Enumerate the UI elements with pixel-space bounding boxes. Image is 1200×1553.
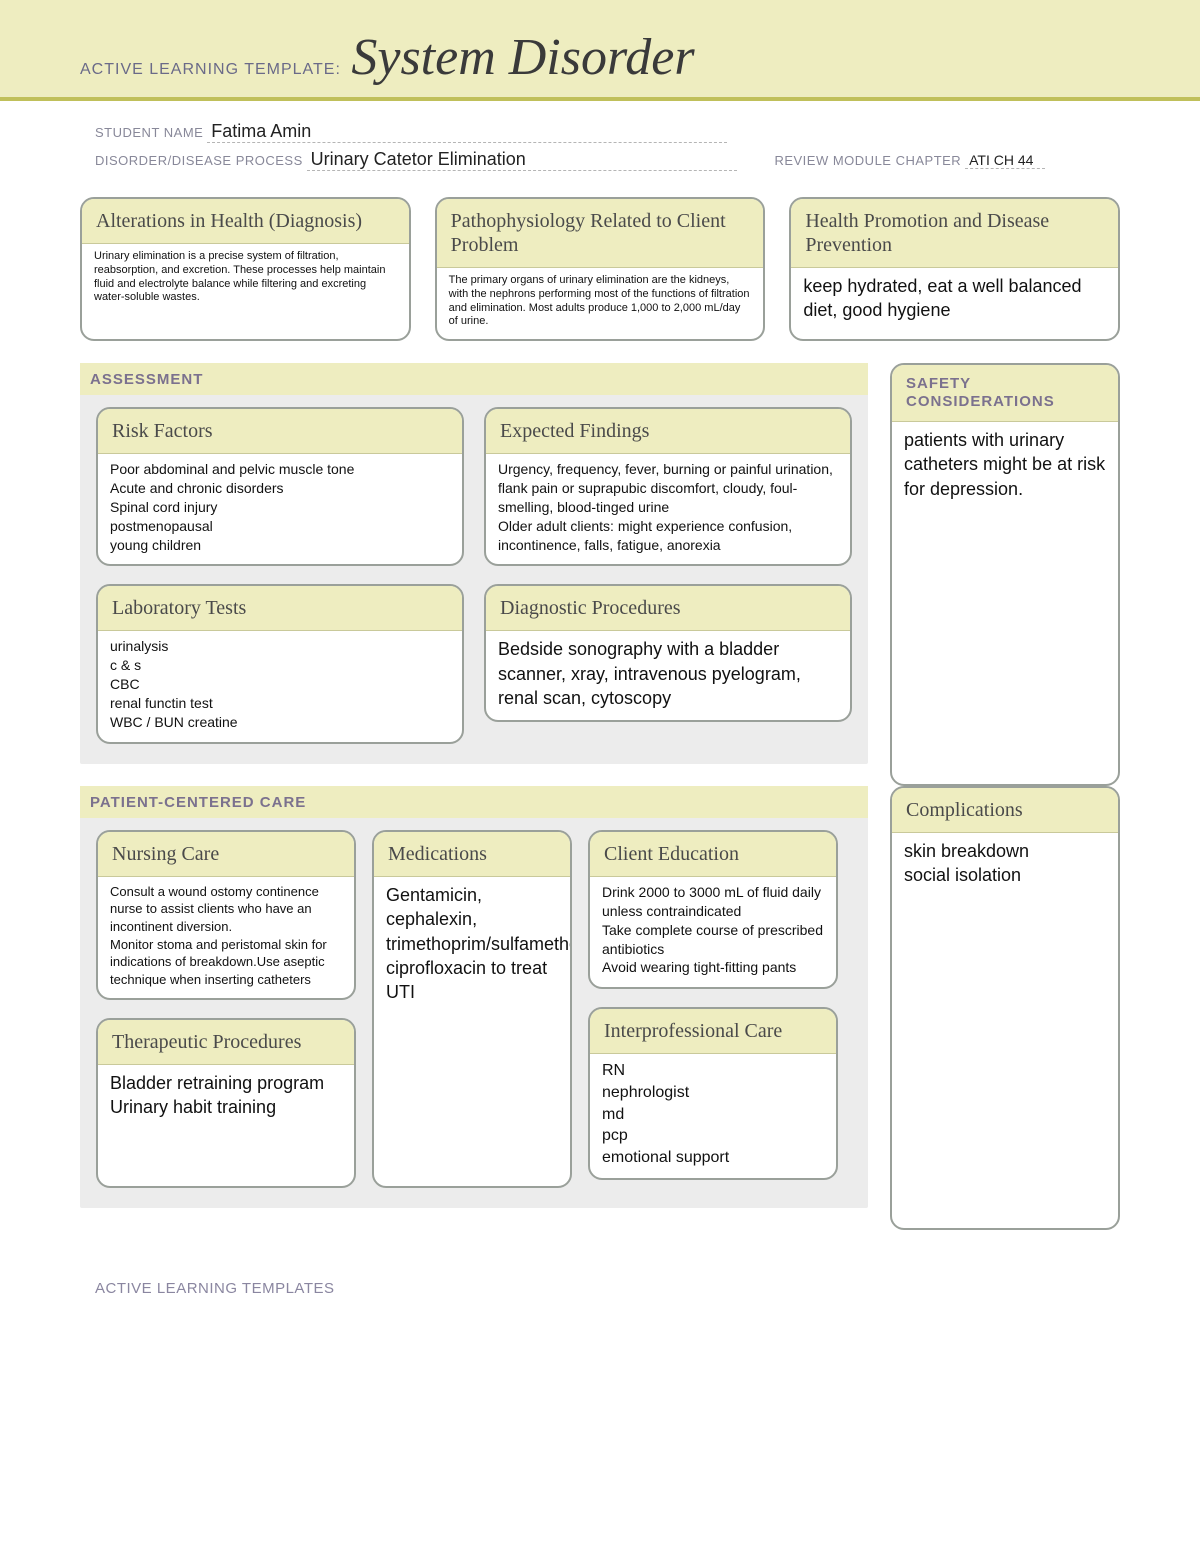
card-labs: Laboratory Tests urinalysis c & s CBC re…	[96, 584, 464, 743]
safety-label: SAFETY CONSIDERATIONS	[892, 365, 1118, 422]
meta-row-disorder: DISORDER/DISEASE PROCESS Urinary Catetor…	[95, 149, 1105, 171]
card-body-patho: The primary organs of urinary eliminatio…	[437, 268, 764, 339]
card-body-therapeutic: Bladder retraining program Urinary habit…	[98, 1065, 354, 1130]
footer-text: ACTIVE LEARNING TEMPLATES	[0, 1260, 1200, 1337]
card-body-nursing: Consult a wound ostomy continence nurse …	[98, 877, 354, 998]
student-name-value: Fatima Amin	[207, 121, 727, 143]
card-education: Client Education Drink 2000 to 3000 mL o…	[588, 830, 838, 989]
card-risk-factors: Risk Factors Poor abdominal and pelvic m…	[96, 407, 464, 566]
card-title-risk: Risk Factors	[98, 409, 462, 454]
card-title-alterations: Alterations in Health (Diagnosis)	[82, 199, 409, 244]
card-body-education: Drink 2000 to 3000 mL of fluid daily unl…	[590, 877, 836, 987]
pcc-section: PATIENT-CENTERED CARE Nursing Care Consu…	[80, 786, 868, 1208]
page: ACTIVE LEARNING TEMPLATE: System Disorde…	[0, 0, 1200, 1337]
meta-block: STUDENT NAME Fatima Amin DISORDER/DISEAS…	[0, 101, 1200, 187]
banner: ACTIVE LEARNING TEMPLATE: System Disorde…	[0, 0, 1200, 101]
assessment-label: ASSESSMENT	[90, 371, 203, 388]
body-area: Alterations in Health (Diagnosis) Urinar…	[0, 187, 1200, 1260]
card-title-labs: Laboratory Tests	[98, 586, 462, 631]
card-title-interprof: Interprofessional Care	[590, 1009, 836, 1054]
card-title-therapeutic: Therapeutic Procedures	[98, 1020, 354, 1065]
disorder-value: Urinary Catetor Elimination	[307, 149, 737, 171]
card-body-healthpromo: keep hydrated, eat a well balanced diet,…	[791, 268, 1118, 333]
review-value: ATI CH 44	[965, 152, 1045, 169]
card-body-complications: skin breakdown social isolation	[892, 833, 1118, 898]
assessment-row: ASSESSMENT Risk Factors Poor abdominal a…	[80, 363, 1120, 786]
card-title-medications: Medications	[374, 832, 570, 877]
card-safety: SAFETY CONSIDERATIONS patients with urin…	[890, 363, 1120, 786]
banner-prefix: ACTIVE LEARNING TEMPLATE:	[80, 61, 347, 79]
card-body-medications: Gentamicin, cephalexin, trimethoprim/sul…	[374, 877, 570, 1014]
card-interprof: Interprofessional Care RN nephrologist m…	[588, 1007, 838, 1180]
banner-title: System Disorder	[351, 28, 694, 87]
safety-body: patients with urinary catheters might be…	[892, 422, 1118, 511]
card-therapeutic: Therapeutic Procedures Bladder retrainin…	[96, 1018, 356, 1188]
card-body-risk: Poor abdominal and pelvic muscle tone Ac…	[98, 454, 462, 564]
card-title-education: Client Education	[590, 832, 836, 877]
card-alterations: Alterations in Health (Diagnosis) Urinar…	[80, 197, 411, 341]
meta-row-student: STUDENT NAME Fatima Amin	[95, 121, 1105, 143]
card-expected: Expected Findings Urgency, frequency, fe…	[484, 407, 852, 566]
card-healthpromo: Health Promotion and Disease Prevention …	[789, 197, 1120, 341]
card-title-nursing: Nursing Care	[98, 832, 354, 877]
assessment-section: ASSESSMENT Risk Factors Poor abdominal a…	[80, 363, 868, 764]
card-title-diag: Diagnostic Procedures	[486, 586, 850, 631]
card-body-interprof: RN nephrologist md pcp emotional support	[590, 1054, 836, 1178]
card-title-expected: Expected Findings	[486, 409, 850, 454]
card-body-expected: Urgency, frequency, fever, burning or pa…	[486, 454, 850, 564]
disorder-label: DISORDER/DISEASE PROCESS	[95, 153, 303, 168]
card-medications: Medications Gentamicin, cephalexin, trim…	[372, 830, 572, 1188]
review-label: REVIEW MODULE CHAPTER	[774, 153, 961, 168]
card-nursing: Nursing Care Consult a wound ostomy cont…	[96, 830, 356, 1000]
card-complications: Complications skin breakdown social isol…	[890, 786, 1120, 1230]
card-diag: Diagnostic Procedures Bedside sonography…	[484, 584, 852, 722]
card-patho: Pathophysiology Related to Client Proble…	[435, 197, 766, 341]
student-name-label: STUDENT NAME	[95, 125, 203, 140]
card-body-labs: urinalysis c & s CBC renal functin test …	[98, 631, 462, 741]
top-row: Alterations in Health (Diagnosis) Urinar…	[80, 197, 1120, 341]
card-body-diag: Bedside sonography with a bladder scanne…	[486, 631, 850, 720]
card-title-complications: Complications	[892, 788, 1118, 833]
pcc-label: PATIENT-CENTERED CARE	[90, 794, 306, 811]
pcc-row: PATIENT-CENTERED CARE Nursing Care Consu…	[80, 786, 1120, 1230]
card-title-healthpromo: Health Promotion and Disease Prevention	[791, 199, 1118, 268]
card-title-patho: Pathophysiology Related to Client Proble…	[437, 199, 764, 268]
card-body-alterations: Urinary elimination is a precise system …	[82, 244, 409, 315]
